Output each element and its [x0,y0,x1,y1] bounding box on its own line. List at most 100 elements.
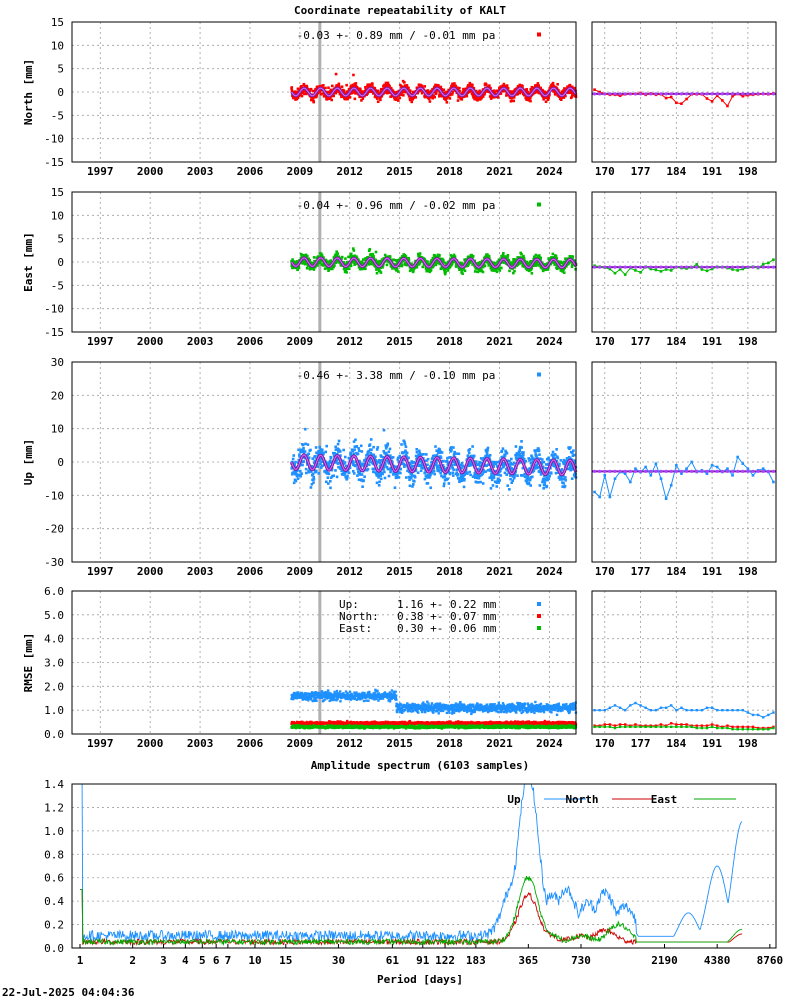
data-point [544,463,548,466]
zoom-x-tick-label: 184 [666,165,686,178]
data-point [528,96,532,99]
zoom-model-point [654,265,658,269]
data-point [376,472,379,476]
data-point [377,483,381,487]
data-point [529,99,532,103]
zoom-model-point [649,265,653,269]
data-point [352,73,355,77]
data-point [385,83,388,87]
data-point [423,477,427,481]
data-point [400,93,404,97]
y-tick-label: 0.0 [44,728,64,741]
data-point [492,476,496,480]
data-point [325,444,328,448]
data-point [373,86,377,90]
data-point [447,88,450,92]
data-point [342,261,346,265]
data-point [405,84,409,87]
data-point [501,455,505,459]
data-point [505,451,509,455]
zoom-model-point [741,92,745,96]
data-point [405,476,408,479]
data-point [314,446,318,449]
data-point [458,479,462,483]
zoom-model-point [649,92,653,96]
data-point [450,463,454,467]
data-point [519,251,523,255]
data-point [378,461,382,465]
data-point [502,461,506,465]
data-point [499,467,503,471]
data-point [350,448,354,451]
data-point [562,458,566,462]
data-point [424,474,428,478]
data-point [396,474,399,477]
data-point [326,90,330,94]
data-point [468,261,472,264]
data-point [485,464,489,467]
data-point [488,84,491,87]
zoom-x-tick-label: 184 [666,565,686,578]
data-point [316,255,320,258]
zoom-x-tick-label: 184 [666,737,686,750]
data-point [569,462,573,466]
data-point [403,465,406,468]
zoom-model-point [730,469,735,473]
data-point [542,460,546,464]
data-point [443,272,447,276]
data-point [306,254,309,258]
data-point [573,459,577,462]
zoom-model-point [618,92,622,96]
data-point [480,96,484,99]
data-point [512,271,515,275]
data-point [512,463,515,466]
data-point [400,264,404,268]
data-point [324,86,327,90]
data-point [485,83,488,86]
zoom-model-point [628,265,632,269]
data-point [299,450,302,454]
data-point [337,465,340,469]
data-point [489,97,493,100]
data-point [506,459,510,463]
zoom-model-point [766,265,770,269]
y-tick-label: 10 [51,209,64,222]
data-point [439,94,442,98]
data-point [387,474,391,478]
data-point [564,476,567,479]
data-point [395,475,399,479]
data-point [562,89,565,92]
data-point [407,94,411,98]
data-point [523,472,527,476]
data-point [505,84,509,87]
data-point [376,89,380,93]
y-tick-label: 15 [51,186,64,199]
data-point [341,459,345,463]
zoom-x-tick-label: 177 [631,165,651,178]
data-point [489,266,493,270]
data-point [323,267,327,270]
rmse-point [315,696,318,700]
data-point [535,455,538,458]
data-point [552,464,556,468]
data-point [563,266,566,270]
data-point [453,82,456,85]
data-point [518,452,522,456]
data-point [471,475,475,479]
data-point [569,446,572,449]
data-point [361,485,364,488]
data-point [346,95,350,98]
data-point [568,83,572,87]
zoom-model-point [771,469,776,473]
rmse-point [308,694,312,698]
zoom-model-point [608,265,612,269]
data-point [376,97,379,100]
data-point [477,268,481,272]
data-point [322,95,326,98]
data-point [418,463,422,467]
data-point [314,265,317,269]
data-point [347,267,351,271]
data-point [358,461,362,464]
data-point [403,442,407,446]
